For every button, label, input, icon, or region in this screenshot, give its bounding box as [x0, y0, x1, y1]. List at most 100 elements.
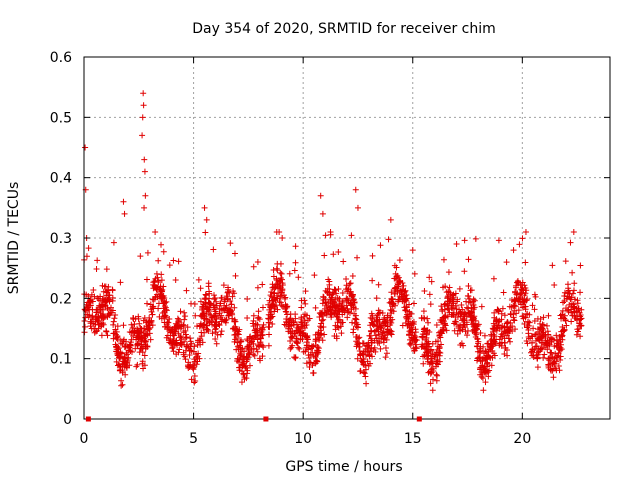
data-point [145, 325, 152, 332]
data-point [357, 351, 364, 358]
data-point [92, 313, 99, 320]
data-point [535, 348, 542, 355]
data-point [95, 315, 102, 322]
data-point [388, 331, 395, 338]
data-point [286, 317, 293, 324]
data-point [421, 287, 428, 294]
data-point [577, 262, 584, 269]
data-point [474, 348, 481, 355]
data-point [257, 357, 264, 364]
data-point [113, 348, 120, 355]
data-point [213, 340, 220, 347]
data-point [528, 333, 535, 340]
data-point [150, 285, 157, 292]
data-point [147, 336, 154, 343]
data-point [277, 269, 284, 276]
data-point [293, 327, 300, 334]
data-point [286, 270, 293, 277]
data-point [477, 371, 484, 378]
data-point [426, 291, 433, 298]
data-point [473, 343, 480, 350]
data-point [250, 340, 257, 347]
data-point [141, 168, 148, 175]
data-point [409, 247, 416, 254]
data-point [577, 313, 584, 320]
data-point [540, 314, 547, 321]
data-point [220, 282, 227, 289]
data-point [474, 335, 481, 342]
data-point [298, 316, 305, 323]
data-point [381, 336, 388, 343]
data-point [428, 358, 435, 365]
data-point [211, 292, 218, 299]
data-point [103, 266, 110, 273]
data-point [279, 287, 286, 294]
data-point [110, 321, 117, 328]
data-point [325, 299, 332, 306]
data-point [295, 344, 302, 351]
data-point [206, 310, 213, 317]
data-point [111, 315, 118, 322]
data-point [418, 343, 425, 350]
data-point [155, 277, 162, 284]
axis-ticks [83, 56, 610, 420]
data-point [461, 309, 468, 316]
data-point [539, 325, 546, 332]
data-point [512, 288, 519, 295]
data-point [83, 253, 90, 260]
data-point [461, 237, 468, 244]
data-point [453, 241, 460, 248]
data-point [500, 289, 507, 296]
data-point [529, 348, 536, 355]
data-point [270, 284, 277, 291]
data-point [240, 355, 247, 362]
data-point [420, 360, 427, 367]
data-point [99, 306, 106, 313]
data-point [128, 321, 135, 328]
data-point [337, 302, 344, 309]
data-point [112, 341, 119, 348]
data-point [141, 352, 148, 359]
data-point [433, 371, 440, 378]
data-point [551, 355, 558, 362]
data-point [242, 363, 249, 370]
data-point [88, 291, 95, 298]
data-point [441, 320, 448, 327]
data-point [250, 323, 257, 330]
data-point [174, 315, 181, 322]
data-point [369, 252, 376, 259]
data-point [210, 302, 217, 309]
data-point [317, 327, 324, 334]
data-point [462, 328, 469, 335]
data-point [232, 318, 239, 325]
data-point [375, 331, 382, 338]
data-point [340, 258, 347, 265]
data-point [158, 241, 165, 248]
data-point [553, 358, 560, 365]
data-point [155, 300, 162, 307]
data-point [444, 294, 451, 301]
data-point [178, 321, 185, 328]
data-point [372, 332, 379, 339]
data-point [292, 259, 299, 266]
data-point [531, 306, 538, 313]
data-point [510, 314, 517, 321]
data-point [429, 387, 436, 394]
data-point [553, 367, 560, 374]
data-point [424, 341, 431, 348]
data-point [490, 275, 497, 282]
data-point [545, 355, 552, 362]
data-point [94, 257, 101, 264]
data-point [90, 287, 97, 294]
data-point [107, 309, 114, 316]
data-point [493, 336, 500, 343]
data-point [201, 204, 208, 211]
data-point [559, 332, 566, 339]
data-point [501, 339, 508, 346]
data-point [104, 289, 111, 296]
data-point [418, 315, 425, 322]
data-point [463, 313, 470, 320]
data-point [383, 336, 390, 343]
data-point [373, 323, 380, 330]
data-point [449, 292, 456, 299]
